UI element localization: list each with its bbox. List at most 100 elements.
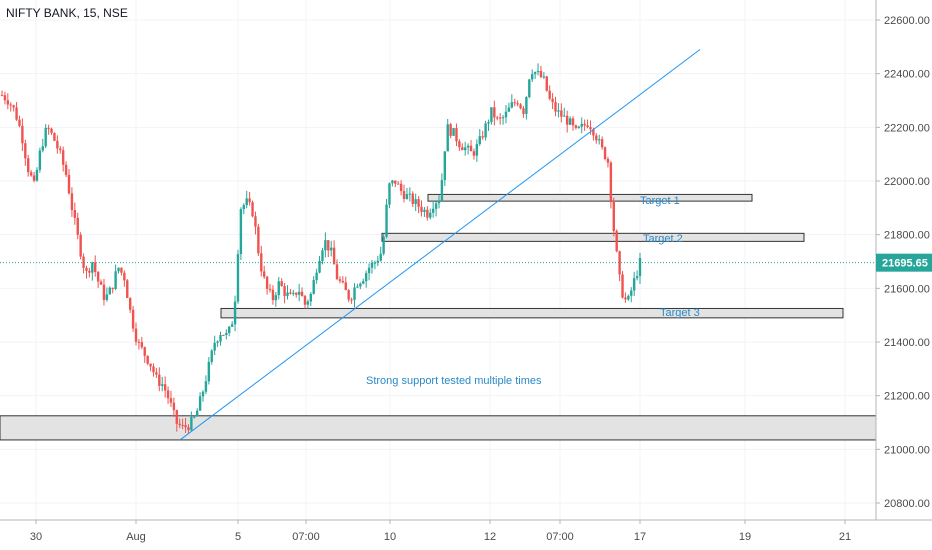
target-3-zone: [220, 307, 844, 319]
candle-body: [487, 122, 490, 124]
candle-body: [300, 291, 304, 297]
candle-body: [519, 104, 522, 109]
candle-body: [420, 206, 423, 212]
price-tick-label: 21200.00: [884, 391, 930, 403]
candle-body: [204, 381, 208, 392]
candle-body: [21, 125, 24, 144]
candle-body: [542, 76, 546, 78]
candle-body: [498, 117, 502, 119]
candle-body: [478, 136, 481, 145]
candle-body: [198, 396, 202, 411]
target-1-label: Target 1: [640, 195, 680, 207]
candle-body: [370, 262, 374, 268]
candle-body: [111, 287, 114, 289]
candle-body: [35, 169, 39, 181]
candle-body: [321, 250, 324, 261]
candle-body: [91, 262, 94, 273]
candle-body: [175, 410, 178, 424]
candle-body: [510, 102, 514, 108]
candle-body: [277, 281, 280, 296]
candle-body: [292, 292, 295, 294]
candle-body: [405, 194, 409, 199]
candle-body: [24, 143, 27, 159]
candle-body: [242, 205, 245, 210]
price-tick-label: 22600.00: [884, 15, 930, 27]
candle-body: [27, 158, 30, 173]
candle-body: [344, 282, 347, 291]
candle-body: [201, 391, 205, 397]
candle-body: [475, 144, 479, 156]
candle-body: [9, 104, 12, 106]
candle-body: [391, 180, 394, 184]
price-tick-label: 22200.00: [884, 122, 930, 134]
candle-body: [128, 297, 132, 310]
time-tick-label: 07:00: [546, 531, 574, 543]
candle-body: [286, 292, 289, 296]
candle-body: [536, 70, 540, 73]
candle-body: [318, 260, 321, 273]
candle-body: [15, 107, 18, 120]
candle-body: [248, 198, 251, 203]
target-2-zone: [381, 232, 805, 242]
candle-body: [303, 296, 307, 305]
candle-body: [207, 361, 211, 382]
candle-body: [108, 287, 111, 295]
candle-body: [105, 294, 109, 300]
price-axis-bg: [876, 0, 932, 550]
candle-body: [397, 183, 400, 185]
candle-body: [638, 258, 642, 277]
candle-body: [149, 363, 152, 367]
candle-body: [449, 124, 452, 136]
candle-body: [440, 180, 444, 201]
candle-body: [306, 301, 310, 305]
target-1-zone: [427, 193, 753, 202]
candle-body: [630, 290, 633, 296]
candle-body: [490, 107, 493, 123]
candle-body: [350, 299, 353, 301]
candle-body: [324, 240, 327, 251]
candle-body: [362, 281, 365, 284]
candle-body: [67, 174, 71, 194]
candle-body: [289, 292, 292, 294]
candle-body: [245, 198, 248, 206]
candle-body: [565, 115, 569, 125]
candle-body: [364, 273, 368, 282]
candle-body: [41, 146, 44, 151]
candle-body: [466, 145, 470, 148]
candle-body: [458, 141, 461, 148]
candle-body: [429, 212, 432, 218]
target-2-label: Target 2: [643, 233, 683, 245]
candle-body: [484, 123, 487, 138]
time-tick-label: 5: [235, 531, 241, 543]
candle-body: [88, 270, 91, 273]
candle-body: [6, 100, 10, 105]
candle-body: [612, 200, 615, 232]
candle-body: [12, 105, 15, 108]
time-tick-label: 07:00: [292, 531, 320, 543]
candle-body: [233, 301, 237, 325]
candle-body: [18, 119, 21, 126]
time-axis-bg: [0, 520, 932, 550]
target-3-label: Target 3: [660, 307, 700, 319]
candle-body: [280, 281, 283, 287]
candle-body: [533, 72, 537, 75]
candle-body: [184, 425, 187, 428]
candle-body: [600, 139, 604, 148]
annotations: Target 1 Target 2 Target 3 Strong support t…: [366, 195, 700, 387]
price-tick-label: 22000.00: [884, 176, 930, 188]
candle-body: [329, 247, 333, 251]
candle-body: [94, 262, 97, 272]
candle-body: [431, 208, 435, 213]
candle-body: [501, 117, 505, 119]
candle-body: [426, 209, 429, 218]
candle-body: [341, 280, 345, 283]
candle-body: [96, 271, 100, 282]
candle-body: [257, 226, 260, 254]
candle-body: [411, 193, 414, 204]
candle-body: [123, 272, 126, 281]
candle-body: [382, 236, 385, 254]
candle-body: [507, 107, 511, 112]
candle-body: [408, 193, 412, 195]
candle-body: [589, 127, 592, 130]
